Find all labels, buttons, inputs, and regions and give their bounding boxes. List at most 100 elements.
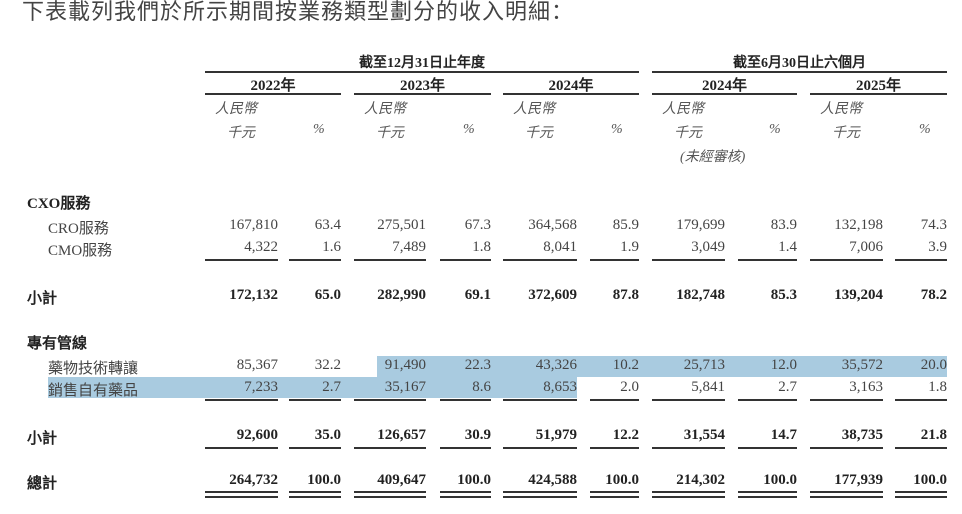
- table-row-cell: 3,049: [691, 239, 725, 255]
- rule: [652, 447, 725, 449]
- table-row-cell: 91,490: [384, 357, 426, 373]
- table-row-cell: 8.6: [472, 379, 491, 395]
- rule: [205, 259, 278, 261]
- rule: [738, 491, 797, 493]
- subtotal-row-cell: 21.8: [920, 427, 947, 443]
- subtotal-row-cell: 38,735: [841, 427, 883, 443]
- table-row-cell: 35,167: [384, 379, 426, 395]
- group-header-annual: 截至12月31日止年度: [359, 56, 485, 71]
- rule: [205, 93, 341, 95]
- group-header-six-months: 截至6月30日止六個月: [733, 56, 866, 71]
- rule: [205, 447, 278, 449]
- subtotal-row-cell: 282,990: [377, 287, 426, 303]
- rule: [354, 496, 426, 498]
- rule: [354, 93, 491, 95]
- total-row-cell: 100.0: [307, 472, 341, 488]
- table-row-cell: 63.4: [314, 217, 341, 233]
- table-row-cell: 8,041: [543, 239, 577, 255]
- currency-label: 人民幣: [513, 102, 555, 117]
- table-row-cell: 25,713: [683, 357, 725, 373]
- rule: [503, 93, 639, 95]
- table-row-cell: 2.7: [778, 379, 797, 395]
- rule: [652, 491, 725, 493]
- table-row-cell: 85,367: [236, 357, 278, 373]
- rule: [810, 93, 947, 95]
- table-row-cell: 1.8: [928, 379, 947, 395]
- total-row-label: 總計: [27, 476, 58, 492]
- table-row-cell: 7,489: [392, 239, 426, 255]
- subtotal-row-cell: 65.0: [314, 287, 341, 303]
- unit-label: 千元: [674, 126, 702, 141]
- rule: [738, 496, 797, 498]
- table-row-label: CRO服務: [48, 221, 109, 237]
- rule: [440, 259, 491, 261]
- currency-label: 人民幣: [364, 102, 406, 117]
- rule: [205, 71, 639, 73]
- rule: [205, 496, 278, 498]
- table-row-cell: 32.2: [314, 357, 341, 373]
- subtotal-row-cell: 78.2: [920, 287, 947, 303]
- currency-label: 人民幣: [215, 102, 257, 117]
- table-row-cell: 1.4: [778, 239, 797, 255]
- rule: [354, 399, 426, 401]
- selection-highlight: [377, 356, 947, 377]
- rule: [503, 399, 577, 401]
- currency-label: 人民幣: [820, 102, 862, 117]
- selection-highlight: [48, 377, 577, 398]
- rule: [289, 259, 341, 261]
- percent-label: %: [313, 122, 325, 137]
- rule: [503, 259, 577, 261]
- table-row-cell: 67.3: [464, 217, 491, 233]
- table-row-cell: 1.8: [472, 239, 491, 255]
- unit-label: 千元: [525, 126, 553, 141]
- total-row-cell: 264,732: [229, 472, 278, 488]
- subtotal-row-cell: 69.1: [464, 287, 491, 303]
- table-row-cell: 10.2: [612, 357, 639, 373]
- year-header: 2024年: [548, 78, 594, 94]
- table-row-cell: 364,568: [528, 217, 577, 233]
- subtotal-row-label: 小計: [27, 291, 58, 307]
- subtotal-row-cell: 126,657: [377, 427, 426, 443]
- year-header: 2025年: [855, 78, 901, 94]
- rule: [354, 491, 426, 493]
- intro-text: 下表載列我們於所示期間按業務類型劃分的收入明細：: [22, 0, 575, 24]
- table-row-cell: 1.9: [620, 239, 639, 255]
- subtotal-row-cell: 30.9: [464, 427, 491, 443]
- unaudited-label: (未經審核): [680, 150, 746, 165]
- rule: [652, 399, 725, 401]
- table-row-cell: 4,322: [244, 239, 278, 255]
- subtotal-row-cell: 85.3: [770, 287, 797, 303]
- table-row-cell: 12.0: [770, 357, 797, 373]
- table-row-cell: 275,501: [377, 217, 426, 233]
- unit-label: 千元: [227, 126, 255, 141]
- total-row-cell: 100.0: [605, 472, 639, 488]
- total-row-cell: 100.0: [913, 472, 947, 488]
- rule: [289, 399, 341, 401]
- rule: [503, 496, 577, 498]
- rule: [354, 259, 426, 261]
- table-row-label: CMO服務: [48, 243, 113, 259]
- year-header: 2024年: [701, 78, 747, 94]
- rule: [652, 496, 725, 498]
- table-row-cell: 2.0: [620, 379, 639, 395]
- percent-label: %: [769, 122, 781, 137]
- subtotal-row-cell: 14.7: [770, 427, 797, 443]
- total-row-cell: 424,588: [528, 472, 577, 488]
- table-row-cell: 74.3: [920, 217, 947, 233]
- rule: [503, 491, 577, 493]
- subtotal-row-cell: 92,600: [236, 427, 278, 443]
- total-row-cell: 409,647: [377, 472, 426, 488]
- rule: [590, 491, 639, 493]
- year-header: 2022年: [250, 78, 296, 94]
- subtotal-row-cell: 182,748: [676, 287, 725, 303]
- rule: [652, 93, 797, 95]
- subtotal-row-label: 小計: [27, 431, 58, 447]
- table-row-cell: 132,198: [834, 217, 883, 233]
- subtotal-row-cell: 372,609: [528, 287, 577, 303]
- rule: [895, 259, 947, 261]
- rule: [810, 447, 883, 449]
- subtotal-row-cell: 87.8: [612, 287, 639, 303]
- rule: [738, 447, 797, 449]
- unit-label: 千元: [832, 126, 860, 141]
- total-row-cell: 177,939: [834, 472, 883, 488]
